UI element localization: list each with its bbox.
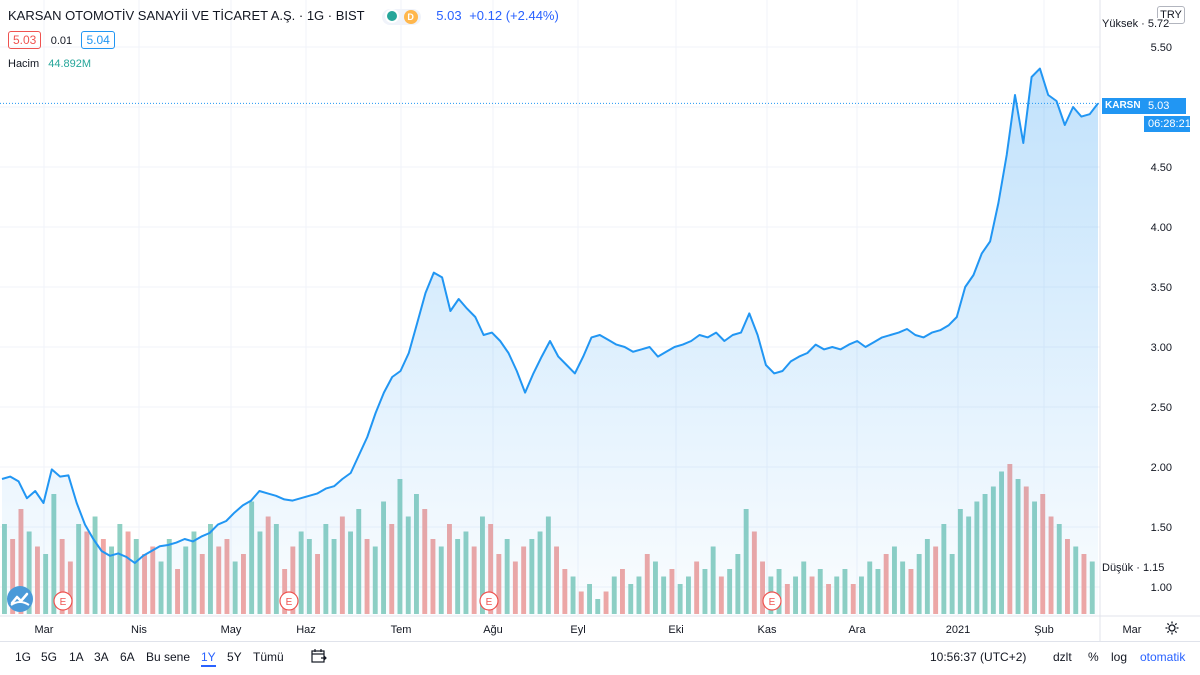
- x-tick-label: Eyl: [570, 624, 585, 636]
- y-tick-label: 3.50: [1151, 282, 1172, 294]
- range-1g[interactable]: 1G: [15, 650, 32, 664]
- range-bu-sene[interactable]: Bu sene: [146, 650, 191, 664]
- volume-value: 44.892M: [48, 58, 92, 70]
- symbol-tag: KARSN: [1102, 98, 1144, 114]
- x-tick-label: 2021: [946, 624, 970, 636]
- log-toggle[interactable]: log: [1111, 650, 1128, 664]
- high-label: Yüksek · 5.72: [1102, 18, 1170, 30]
- x-tick-label: Mar: [1123, 624, 1142, 636]
- earnings-event-marker[interactable]: E: [53, 591, 73, 611]
- x-tick-label: Nis: [131, 624, 147, 636]
- settings-button[interactable]: [1164, 620, 1180, 641]
- y-tick-label: 2.00: [1151, 462, 1172, 474]
- event-letter: E: [769, 597, 776, 608]
- last-price: 5.03: [436, 8, 462, 23]
- y-tick-label: 1.00: [1151, 582, 1172, 594]
- bid-ask: 5.03 0.01 5.04: [8, 31, 115, 49]
- earnings-event-marker[interactable]: E: [279, 591, 299, 611]
- x-tick-label: Haz: [296, 624, 316, 636]
- event-letter: E: [286, 597, 293, 608]
- spread: 0.01: [50, 35, 73, 47]
- adjust-toggle[interactable]: dzlt: [1053, 650, 1072, 664]
- chart-header: KARSAN OTOMOTİV SANAYİİ VE TİCARET A.Ş. …: [8, 8, 559, 25]
- range-1y[interactable]: 1Y: [201, 650, 216, 667]
- x-tick-label: Ağu: [483, 624, 503, 636]
- range-3a[interactable]: 3A: [94, 650, 109, 664]
- y-tick-label: 5.50: [1151, 42, 1172, 54]
- range-6a[interactable]: 6A: [120, 650, 135, 664]
- event-letter: E: [486, 597, 493, 608]
- x-tick-label: Kas: [758, 624, 777, 636]
- gear-icon: [1165, 621, 1179, 635]
- countdown-tag: 06:28:21: [1144, 116, 1191, 132]
- range-5y[interactable]: 5Y: [227, 650, 242, 664]
- price-line: [0, 67, 1100, 564]
- x-tick-label: May: [221, 624, 242, 636]
- low-label: Düşük · 1.15: [1102, 562, 1165, 574]
- market-status[interactable]: D: [382, 8, 421, 25]
- y-tick-label: 3.00: [1151, 342, 1172, 354]
- range-5g[interactable]: 5G: [41, 650, 58, 664]
- price-series-line: [1, 67, 1099, 564]
- bottom-toolbar: 1G 5G 1A 3A 6A Bu sene 1Y 5Y Tümü 10:56:…: [0, 641, 1200, 675]
- x-tick-label: Mar: [35, 624, 54, 636]
- range-1a[interactable]: 1A: [69, 650, 84, 664]
- x-tick-label: Şub: [1034, 624, 1054, 636]
- last-price-tag: 5.03: [1144, 98, 1186, 114]
- tradingview-logo-button[interactable]: [7, 586, 33, 612]
- bid-button[interactable]: 5.03: [8, 31, 42, 49]
- x-tick-label: Tem: [391, 624, 412, 636]
- volume-legend: Hacim 44.892M: [8, 58, 91, 70]
- x-tick-label: Eki: [668, 624, 683, 636]
- y-tick-label: 2.50: [1151, 402, 1172, 414]
- earnings-event-marker[interactable]: E: [479, 591, 499, 611]
- earnings-event-marker[interactable]: E: [762, 591, 782, 611]
- y-tick-label: 4.50: [1151, 162, 1172, 174]
- x-tick-label: Ara: [848, 624, 866, 636]
- y-tick-label: 1.50: [1151, 522, 1172, 534]
- market-open-icon: [385, 9, 400, 24]
- event-letter: E: [60, 597, 67, 608]
- delayed-data-icon: D: [403, 9, 418, 24]
- auto-scale-toggle[interactable]: otomatik: [1140, 650, 1186, 664]
- y-tick-label: 4.00: [1151, 222, 1172, 234]
- date-range-button[interactable]: [310, 648, 328, 667]
- logo-icon: [10, 592, 30, 606]
- price-change: +0.12 (+2.44%): [469, 8, 559, 23]
- percent-toggle[interactable]: %: [1088, 650, 1099, 664]
- volume-label[interactable]: Hacim: [8, 58, 40, 70]
- clock[interactable]: 10:56:37 (UTC+2): [930, 650, 1027, 664]
- calendar-range-icon: [311, 649, 327, 663]
- range-tumu[interactable]: Tümü: [253, 650, 284, 664]
- ask-button[interactable]: 5.04: [81, 31, 115, 49]
- symbol-title[interactable]: KARSAN OTOMOTİV SANAYİİ VE TİCARET A.Ş. …: [8, 8, 365, 23]
